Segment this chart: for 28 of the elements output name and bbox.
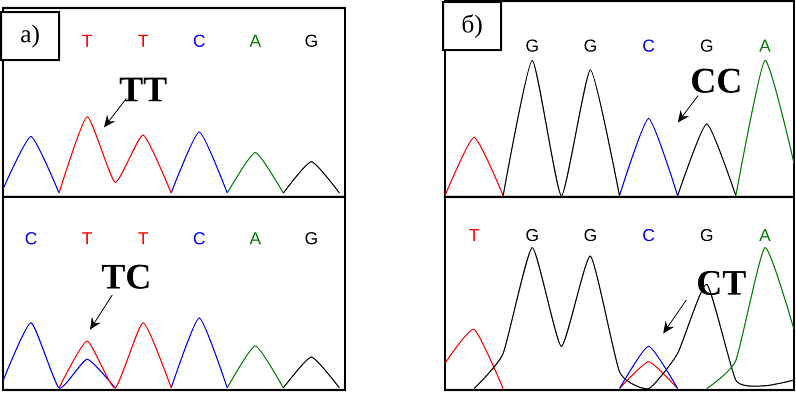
x-tick-label: G: [526, 228, 538, 242]
x-tick-label: A: [759, 40, 771, 52]
x-tick-label: T: [138, 34, 148, 47]
x-tick-label: A: [759, 229, 771, 241]
x-tick-label: G: [584, 39, 596, 52]
x-tick-label: T: [82, 34, 92, 47]
x-tick-label: T: [138, 232, 148, 244]
x-tick-label: C: [643, 228, 654, 242]
x-tick-label: C: [194, 34, 205, 47]
x-tick-label: C: [26, 232, 37, 244]
annotation: CT: [698, 270, 746, 296]
x-tick-label: C: [643, 39, 654, 52]
x-tick-label: T: [469, 229, 479, 241]
x-tick-label: T: [82, 232, 92, 244]
x-tick-label: C: [194, 232, 205, 244]
text: TT: [120, 78, 167, 102]
annotation: CC: [692, 68, 740, 93]
x-tick-label: G: [526, 39, 538, 52]
chart-title: б): [462, 14, 482, 38]
x-tick-label: G: [306, 232, 317, 244]
x-tick-label: G: [584, 228, 596, 242]
x-tick-label: G: [700, 39, 712, 52]
x-tick-label: G: [700, 228, 712, 242]
text: TC: [102, 264, 149, 289]
chart-title: а): [21, 24, 39, 48]
x-tick-label: A: [250, 232, 262, 244]
x-tick-label: A: [250, 34, 262, 47]
x-tick-label: G: [306, 34, 317, 47]
